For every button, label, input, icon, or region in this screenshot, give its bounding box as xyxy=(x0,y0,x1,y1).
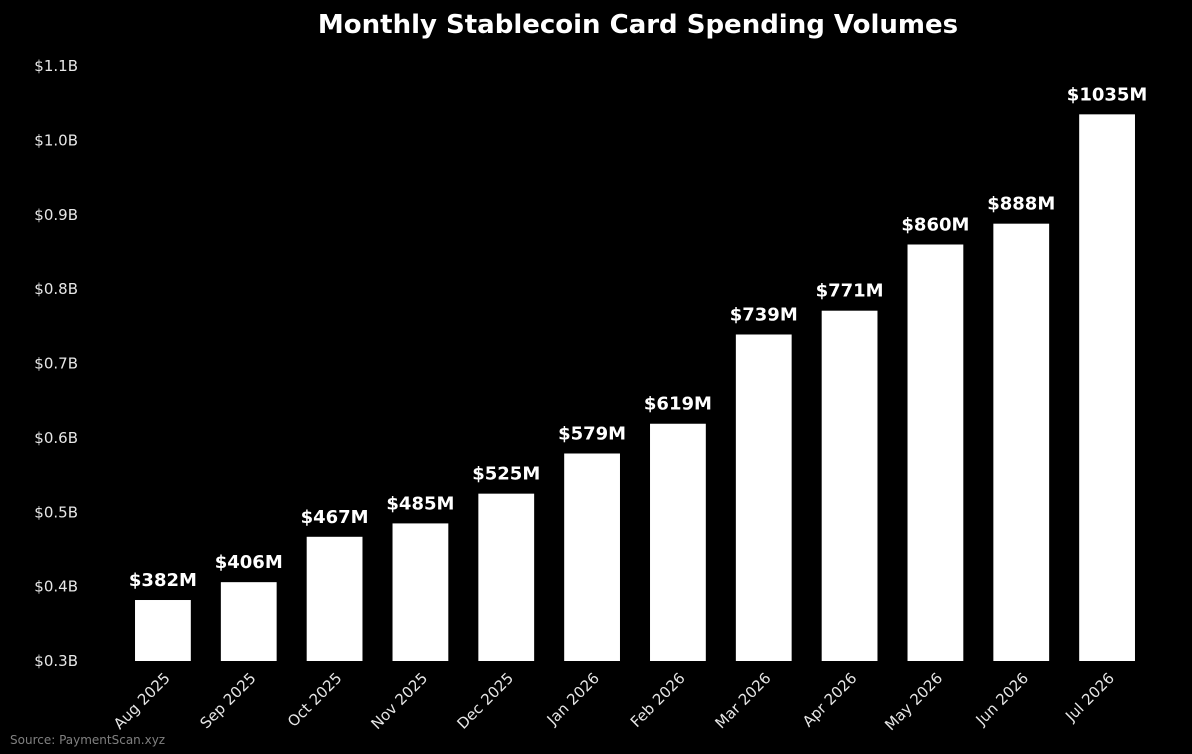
data-labels: $382M $406M $467M $485M $525M $579M $619M $739M… xyxy=(129,84,1147,591)
x-tick-label: Feb 2026 xyxy=(627,669,689,731)
y-tick-label: $0.3B xyxy=(34,652,78,670)
data-label: $382M xyxy=(129,570,197,591)
bar xyxy=(650,423,706,661)
chart-title: Monthly Stablecoin Card Spending Volumes xyxy=(318,10,958,40)
y-tick-label: $0.5B xyxy=(34,503,78,521)
bar xyxy=(993,223,1050,662)
y-tick-label: $0.7B xyxy=(34,355,78,373)
bar xyxy=(735,334,792,661)
bar xyxy=(135,600,191,661)
x-tick-label: Oct 2025 xyxy=(284,669,345,730)
x-tick-label: May 2026 xyxy=(881,669,946,734)
data-label: $739M xyxy=(730,304,798,325)
bar xyxy=(478,493,535,661)
y-tick-label: $1.0B xyxy=(34,131,78,149)
data-label: $525M xyxy=(472,464,540,485)
bar xyxy=(220,582,277,661)
data-label: $579M xyxy=(558,423,626,444)
x-tick-label: Jul 2026 xyxy=(1061,669,1118,726)
x-tick-label: Jan 2026 xyxy=(543,669,603,729)
x-tick-label: Jun 2026 xyxy=(972,669,1032,729)
data-label: $1035M xyxy=(1067,84,1148,105)
x-tick-label: Nov 2025 xyxy=(367,669,431,733)
y-tick-label: $0.8B xyxy=(34,280,78,298)
data-label: $467M xyxy=(301,507,369,528)
x-tick-label: Sep 2025 xyxy=(196,669,259,732)
y-tick-label: $1.1B xyxy=(34,57,78,75)
data-label: $406M xyxy=(215,552,283,573)
data-label: $619M xyxy=(644,394,712,415)
source-note: Source: PaymentScan.xyz xyxy=(10,733,165,747)
x-tick-label: Aug 2025 xyxy=(110,669,174,733)
bar xyxy=(1079,114,1135,661)
bar xyxy=(564,453,620,661)
x-tick-label: Mar 2026 xyxy=(711,669,774,732)
bar xyxy=(821,310,878,661)
x-tick-label: Apr 2026 xyxy=(799,669,860,730)
data-label: $485M xyxy=(386,493,454,514)
bar xyxy=(306,536,363,661)
x-tick-label: Dec 2025 xyxy=(453,669,517,733)
y-tick-label: $0.9B xyxy=(34,206,78,224)
y-tick-label: $0.6B xyxy=(34,429,78,447)
bar xyxy=(907,244,964,661)
x-axis: Aug 2025 Sep 2025 Oct 2025 Nov 2025 Dec 2025… xyxy=(110,669,1118,734)
y-tick-label: $0.4B xyxy=(34,578,78,596)
bars xyxy=(135,114,1135,662)
y-axis: $0.3B $0.4B $0.5B $0.6B $0.7B $0.8B $0.9B $1.0B… xyxy=(34,57,78,670)
data-label: $860M xyxy=(901,215,969,236)
data-label: $771M xyxy=(816,281,884,302)
data-label: $888M xyxy=(987,194,1055,215)
bar xyxy=(392,523,449,661)
